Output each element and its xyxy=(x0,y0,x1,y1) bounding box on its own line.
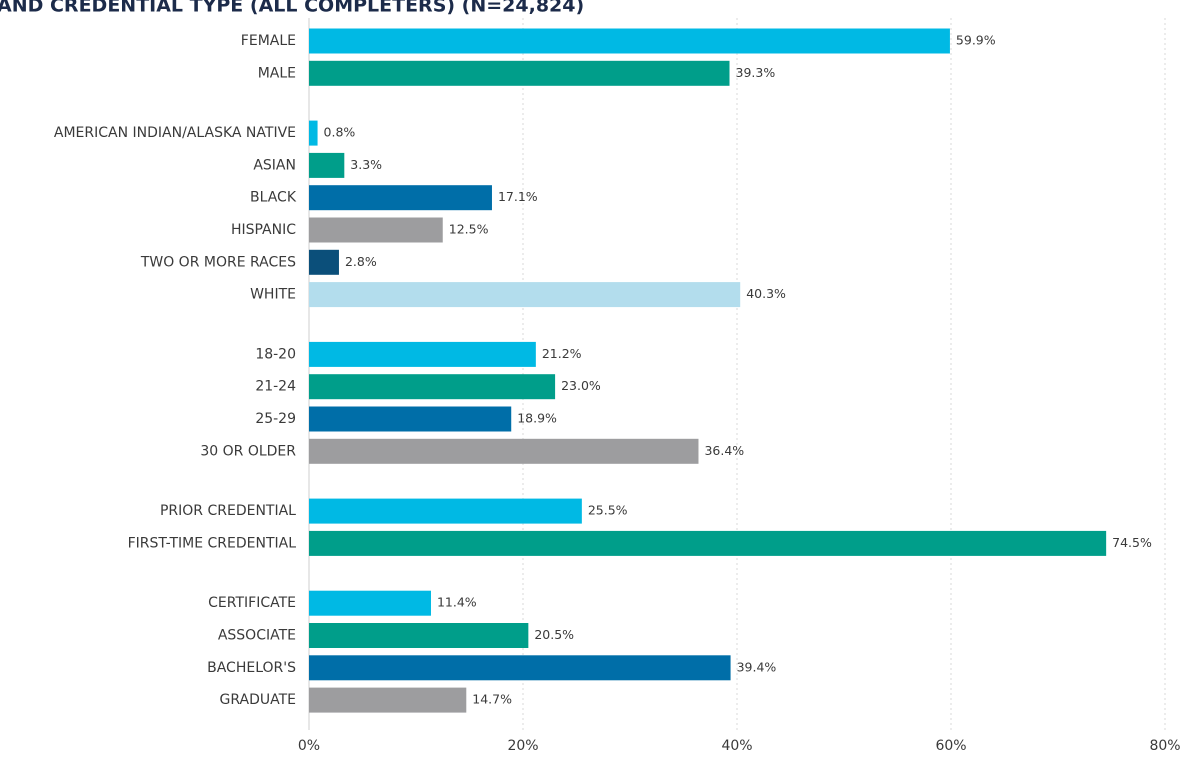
bar xyxy=(309,438,699,464)
bar xyxy=(309,60,730,86)
value-label: 2.8% xyxy=(345,254,377,269)
category-label: GRADUATE xyxy=(219,692,296,708)
category-label: 21-24 xyxy=(255,379,296,395)
category-label: AMERICAN INDIAN/ALASKA NATIVE xyxy=(54,125,296,141)
bar xyxy=(309,185,492,211)
bar xyxy=(309,152,345,178)
value-label: 36.4% xyxy=(704,443,744,458)
category-label: FIRST-TIME CREDENTIAL xyxy=(128,535,297,551)
value-label: 18.9% xyxy=(517,411,557,426)
value-label: 21.2% xyxy=(542,346,582,361)
x-tick-label: 20% xyxy=(507,738,538,754)
bar xyxy=(309,406,512,432)
category-label: PRIOR CREDENTIAL xyxy=(160,503,296,519)
value-label: 0.8% xyxy=(324,125,356,140)
category-label: HISPANIC xyxy=(231,222,296,238)
bar xyxy=(309,249,339,275)
bar xyxy=(309,374,556,400)
category-label: CERTIFICATE xyxy=(208,595,296,611)
value-label: 3.3% xyxy=(350,157,382,172)
bar xyxy=(309,655,731,681)
category-label: TWO OR MORE RACES xyxy=(140,254,296,270)
bar xyxy=(309,217,443,243)
bar xyxy=(309,498,582,524)
category-label: BACHELOR'S xyxy=(207,660,296,676)
category-label: 25-29 xyxy=(255,411,296,427)
value-label: 17.1% xyxy=(498,189,538,204)
category-label: ASIAN xyxy=(253,157,296,173)
value-label: 20.5% xyxy=(534,627,574,642)
bar xyxy=(309,28,950,54)
bar xyxy=(309,282,741,308)
value-label: 40.3% xyxy=(746,286,786,301)
value-label: 23.0% xyxy=(561,378,601,393)
value-label: 39.3% xyxy=(736,65,776,80)
bar xyxy=(309,623,529,648)
x-tick-label: 0% xyxy=(298,738,320,754)
value-label: 11.4% xyxy=(437,595,477,610)
value-label: 39.4% xyxy=(737,659,777,674)
chart-title: AND CREDENTIAL TYPE (ALL COMPLETERS) (N=… xyxy=(0,0,584,17)
value-label: 25.5% xyxy=(588,503,628,518)
x-tick-label: 80% xyxy=(1149,738,1180,754)
bar xyxy=(309,341,536,367)
bar xyxy=(309,590,431,616)
value-label: 14.7% xyxy=(472,692,512,707)
value-label: 74.5% xyxy=(1112,535,1152,550)
category-label: 30 OR OLDER xyxy=(200,443,296,459)
bar xyxy=(309,530,1107,556)
category-label: 18-20 xyxy=(255,346,296,362)
category-label: MALE xyxy=(258,65,296,81)
category-label: ASSOCIATE xyxy=(218,628,296,644)
x-tick-label: 40% xyxy=(721,738,752,754)
bar xyxy=(309,120,318,146)
category-label: FEMALE xyxy=(241,33,296,49)
x-tick-label: 60% xyxy=(935,738,966,754)
category-label: WHITE xyxy=(250,287,296,303)
value-label: 12.5% xyxy=(449,222,489,237)
bar xyxy=(309,687,467,713)
value-label: 59.9% xyxy=(956,33,996,48)
category-label: BLACK xyxy=(250,190,297,206)
